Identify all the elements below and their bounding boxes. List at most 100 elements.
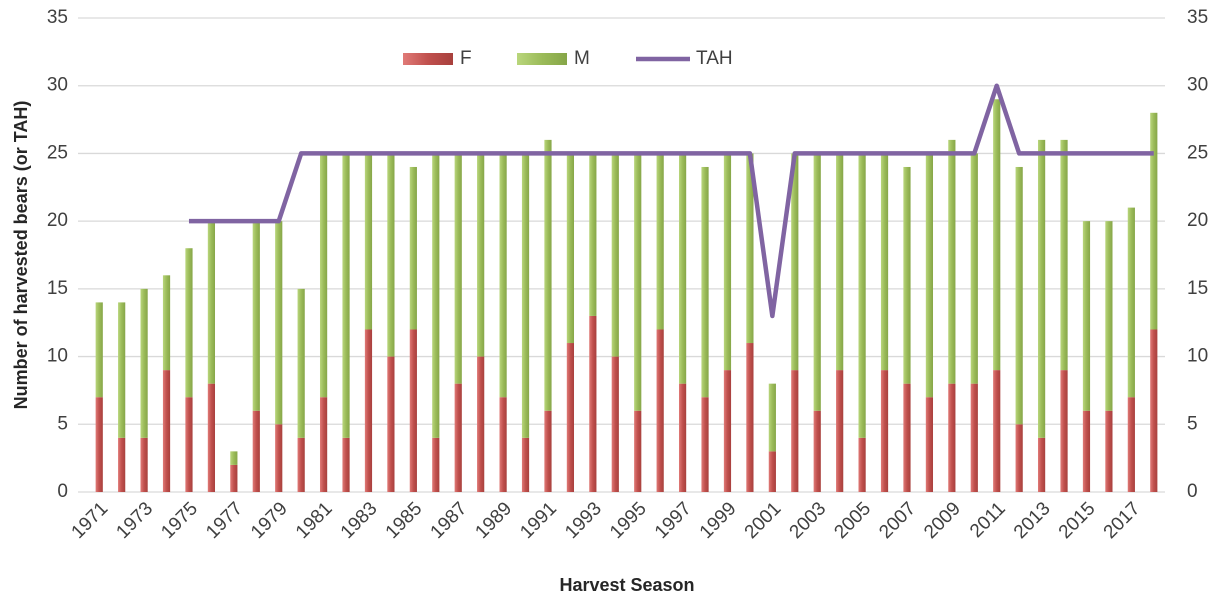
x-tick-label: 2007	[875, 498, 920, 543]
bar-segment	[925, 153, 934, 398]
bar-segment	[611, 153, 619, 357]
bar-segment	[499, 397, 507, 492]
bar-segment	[746, 343, 754, 492]
bar-segment	[768, 383, 776, 452]
y2-tick-label: 20	[1187, 210, 1208, 231]
x-axis-title: Harvest Season	[559, 575, 694, 595]
y2-tick-label: 35	[1187, 7, 1208, 28]
bar-segment	[1150, 112, 1158, 330]
x-tick-label: 1973	[112, 498, 157, 543]
bar-segment	[140, 437, 148, 492]
bar-segment	[118, 302, 126, 438]
bar-segment	[589, 153, 597, 316]
bar-segment	[1037, 139, 1046, 438]
x-tick-label: 1989	[471, 498, 516, 543]
bar-segment	[858, 153, 866, 438]
y2-tick-label: 0	[1187, 481, 1198, 502]
bar-segment	[387, 153, 395, 357]
bar-segment	[1060, 139, 1068, 371]
bar-segment	[589, 315, 597, 492]
bar-segment	[634, 410, 642, 492]
bar-segment	[656, 153, 664, 330]
bar-segment	[1015, 424, 1023, 492]
bar-segment	[454, 383, 462, 492]
legend-swatch	[403, 53, 453, 65]
bar-segment	[118, 437, 126, 492]
y2-tick-label: 15	[1187, 278, 1208, 299]
bar-segment	[836, 370, 844, 492]
bar-segment	[297, 288, 305, 438]
bar-segment	[993, 370, 1001, 492]
bar-segment	[656, 329, 664, 492]
bar-segment	[207, 383, 216, 492]
bar-segment	[252, 221, 260, 411]
x-tick-label: 1971	[68, 498, 113, 543]
bar-segment	[409, 166, 417, 330]
bar-segment	[342, 153, 350, 438]
bar-segment	[813, 410, 821, 492]
bar-segment	[813, 153, 821, 411]
bar-segment	[880, 153, 889, 371]
bar-segment	[566, 343, 575, 492]
bar-segment	[678, 383, 687, 492]
y-tick-label: 15	[47, 278, 68, 299]
x-tick-label: 1987	[427, 498, 472, 543]
bar-segment	[319, 153, 328, 398]
y2-tick-label: 30	[1187, 75, 1208, 96]
bar-segment	[521, 153, 530, 438]
bar-segment	[1037, 437, 1046, 492]
bar-segment	[880, 370, 889, 492]
bar-segment	[252, 410, 260, 492]
bar-segment	[162, 370, 171, 492]
bar-segment	[297, 437, 305, 492]
bar-segment	[162, 275, 171, 371]
bar-segment	[701, 397, 709, 492]
bar-segment	[1105, 221, 1113, 411]
x-tick-label: 1977	[202, 498, 247, 543]
y-tick-label: 20	[47, 210, 68, 231]
x-tick-label: 2003	[786, 498, 831, 543]
x-tick-label: 1991	[516, 498, 561, 543]
bar-segment	[454, 153, 462, 384]
x-tick-label: 2009	[920, 498, 965, 543]
bar-segment	[678, 153, 687, 384]
x-tick-label: 1975	[157, 498, 202, 543]
bar-segment	[95, 302, 103, 398]
x-tick-label: 2005	[830, 498, 875, 543]
bar-segment	[566, 153, 575, 344]
legend-label: TAH	[696, 48, 733, 69]
x-tick-label: 1981	[292, 498, 337, 543]
bar-segment	[791, 153, 799, 371]
y-tick-label: 35	[47, 7, 68, 28]
y2-tick-label: 10	[1187, 346, 1208, 367]
bar-segment	[925, 397, 934, 492]
y-tick-label: 0	[57, 481, 68, 502]
x-tick-label: 1993	[561, 498, 606, 543]
bar-segment	[723, 153, 732, 371]
bar-segment	[903, 383, 911, 492]
bar-segment	[275, 221, 283, 425]
bar-segment	[1105, 410, 1113, 492]
bar-segment	[836, 153, 844, 371]
bar-segment	[140, 288, 148, 438]
bar-segment	[230, 464, 238, 492]
bar-segment	[970, 383, 978, 492]
bar-segment	[1150, 329, 1158, 492]
y-tick-label: 25	[47, 142, 68, 163]
bar-segment	[95, 397, 103, 492]
bar-segment	[701, 166, 709, 398]
bar-segment	[723, 370, 732, 492]
y-axis-title: Number of harvested bears (or TAH)	[11, 101, 31, 410]
x-tick-label: 1985	[382, 498, 427, 543]
x-tick-label: 1999	[696, 498, 741, 543]
x-tick-label: 1983	[337, 498, 382, 543]
bar-segment	[477, 153, 485, 357]
bar-segment	[544, 139, 552, 411]
bar-segment	[634, 153, 642, 411]
bar-segment	[342, 437, 350, 492]
legend-label: F	[460, 48, 472, 69]
bar-segment	[746, 153, 754, 344]
x-tick-label: 2013	[1010, 498, 1055, 543]
x-tick-label: 1995	[606, 498, 651, 543]
